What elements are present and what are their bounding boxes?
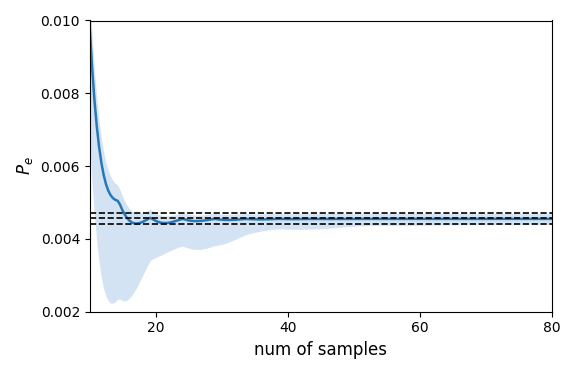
Y-axis label: $P_e$: $P_e$ [15,157,35,175]
X-axis label: num of samples: num of samples [255,341,388,359]
